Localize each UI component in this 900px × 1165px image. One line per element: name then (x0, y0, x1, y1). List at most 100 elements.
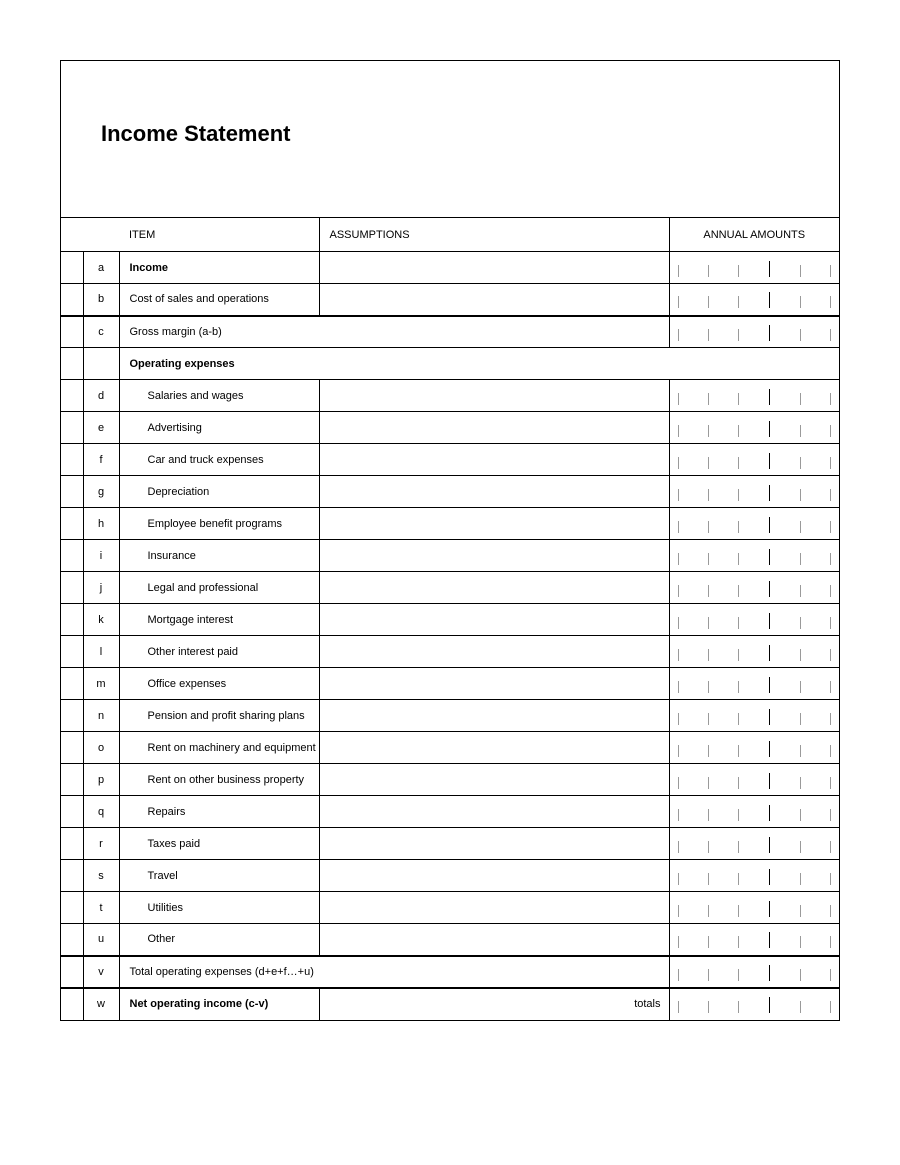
row-spacer (61, 444, 83, 476)
row-amount (669, 380, 839, 412)
table-row: lOther interest paid (61, 636, 839, 668)
amount-ticks (678, 995, 832, 1013)
amount-ticks (678, 803, 832, 821)
table-row: bCost of sales and operations (61, 284, 839, 316)
row-spacer (61, 636, 83, 668)
row-item: Mortgage interest (119, 604, 319, 636)
table-row: cGross margin (a-b) (61, 316, 839, 348)
table-row: sTravel (61, 860, 839, 892)
row-assumptions (319, 476, 669, 508)
row-assumptions (319, 860, 669, 892)
row-item: Pension and profit sharing plans (119, 700, 319, 732)
row-amount (669, 572, 839, 604)
row-letter: c (83, 316, 119, 348)
row-spacer (61, 252, 83, 284)
table-row: uOther (61, 924, 839, 956)
table-row: qRepairs (61, 796, 839, 828)
table-row: eAdvertising (61, 412, 839, 444)
row-amount (669, 636, 839, 668)
row-assumptions: totals (319, 988, 669, 1020)
row-item: Total operating expenses (d+e+f…+u) (119, 956, 669, 988)
table-row: pRent on other business property (61, 764, 839, 796)
row-item: Other (119, 924, 319, 956)
row-letter: i (83, 540, 119, 572)
table-row: oRent on machinery and equipment (61, 732, 839, 764)
amount-ticks (678, 739, 832, 757)
row-amount (669, 828, 839, 860)
table-row: tUtilities (61, 892, 839, 924)
table-row: gDepreciation (61, 476, 839, 508)
page: Income Statement ITEM ASSUMPTIONS ANNUAL… (0, 0, 900, 1165)
row-letter: e (83, 412, 119, 444)
row-amount (669, 476, 839, 508)
row-item: Rent on other business property (119, 764, 319, 796)
row-spacer (61, 732, 83, 764)
row-assumptions (319, 604, 669, 636)
row-assumptions (319, 284, 669, 316)
row-amount (669, 956, 839, 988)
amount-ticks (678, 419, 832, 437)
row-item: Car and truck expenses (119, 444, 319, 476)
header-letter (83, 218, 119, 252)
row-spacer (61, 572, 83, 604)
income-statement-table: ITEM ASSUMPTIONS ANNUAL AMOUNTS aIncomeb… (61, 217, 839, 1020)
table-row: rTaxes paid (61, 828, 839, 860)
table-row: Operating expenses (61, 348, 839, 380)
row-assumptions (319, 796, 669, 828)
row-spacer (61, 860, 83, 892)
row-amount (669, 668, 839, 700)
row-amount (669, 412, 839, 444)
row-assumptions (319, 668, 669, 700)
row-assumptions (319, 892, 669, 924)
row-amount (669, 796, 839, 828)
amount-ticks (678, 867, 832, 885)
header-spacer (61, 218, 83, 252)
row-item: Net operating income (c-v) (119, 988, 319, 1020)
table-row: dSalaries and wages (61, 380, 839, 412)
amount-ticks (678, 963, 832, 981)
row-spacer (61, 348, 83, 380)
row-assumptions (319, 732, 669, 764)
amount-ticks (678, 643, 832, 661)
row-assumptions (319, 380, 669, 412)
amount-ticks (678, 259, 832, 277)
row-letter: o (83, 732, 119, 764)
row-item: Travel (119, 860, 319, 892)
amount-ticks (678, 835, 832, 853)
table-row: hEmployee benefit programs (61, 508, 839, 540)
row-assumptions (319, 828, 669, 860)
row-amount (669, 252, 839, 284)
amount-ticks (678, 451, 832, 469)
row-letter: r (83, 828, 119, 860)
amount-ticks (678, 675, 832, 693)
sheet-frame: Income Statement ITEM ASSUMPTIONS ANNUAL… (60, 60, 840, 1021)
amount-ticks (678, 387, 832, 405)
table-row: fCar and truck expenses (61, 444, 839, 476)
row-item: Rent on machinery and equipment (119, 732, 319, 764)
amount-ticks (678, 547, 832, 565)
row-spacer (61, 956, 83, 988)
amount-ticks (678, 899, 832, 917)
row-amount (669, 732, 839, 764)
row-assumptions (319, 764, 669, 796)
row-spacer (61, 540, 83, 572)
amount-ticks (678, 483, 832, 501)
row-spacer (61, 924, 83, 956)
amount-ticks (678, 771, 832, 789)
row-amount (669, 508, 839, 540)
row-assumptions (319, 252, 669, 284)
table-row: iInsurance (61, 540, 839, 572)
row-amount (669, 924, 839, 956)
row-amount (669, 540, 839, 572)
table-row: mOffice expenses (61, 668, 839, 700)
row-spacer (61, 476, 83, 508)
row-spacer (61, 892, 83, 924)
table-row: jLegal and professional (61, 572, 839, 604)
row-letter: a (83, 252, 119, 284)
row-assumptions (319, 444, 669, 476)
row-item: Employee benefit programs (119, 508, 319, 540)
row-amount (669, 444, 839, 476)
row-spacer (61, 764, 83, 796)
table-header-row: ITEM ASSUMPTIONS ANNUAL AMOUNTS (61, 218, 839, 252)
row-letter: v (83, 956, 119, 988)
